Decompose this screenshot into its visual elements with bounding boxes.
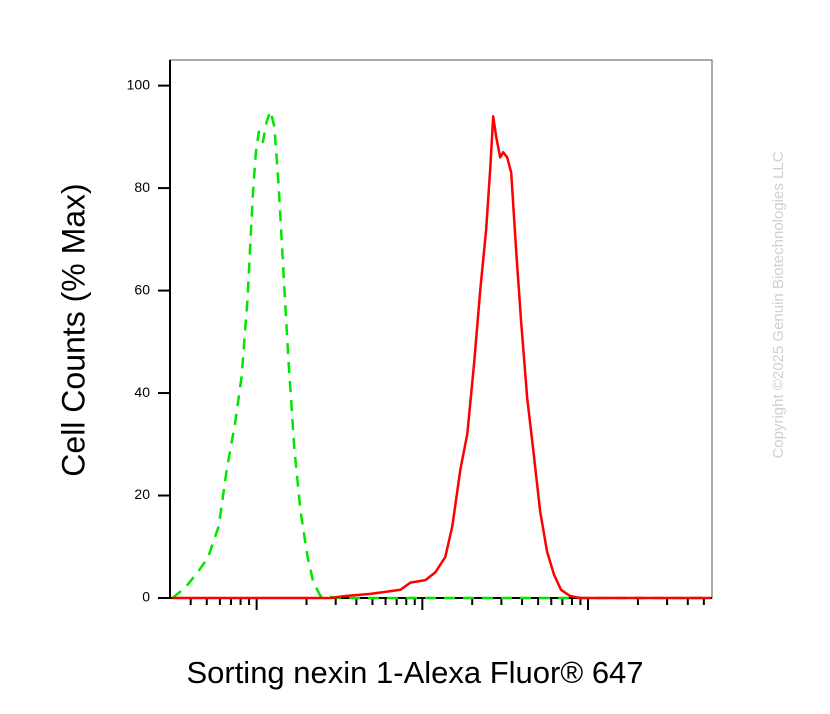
y-tick-label: 0 xyxy=(142,589,150,605)
series-line xyxy=(171,109,711,600)
y-tick-label: 100 xyxy=(127,76,151,92)
watermark: Copyright ©2025 Genuin Biotechnologies L… xyxy=(770,151,787,458)
y-tick-label: 40 xyxy=(134,384,150,400)
plot-frame xyxy=(169,59,713,599)
y-tick-label: 20 xyxy=(134,486,150,502)
y-axis-label: Cell Counts (% Max) xyxy=(55,183,91,476)
y-tick-label: 60 xyxy=(134,281,150,297)
series-line xyxy=(172,115,711,600)
x-axis-label: Sorting nexin 1-Alexa Fluor® 647 xyxy=(186,655,643,690)
y-tick-label: 80 xyxy=(134,179,150,195)
